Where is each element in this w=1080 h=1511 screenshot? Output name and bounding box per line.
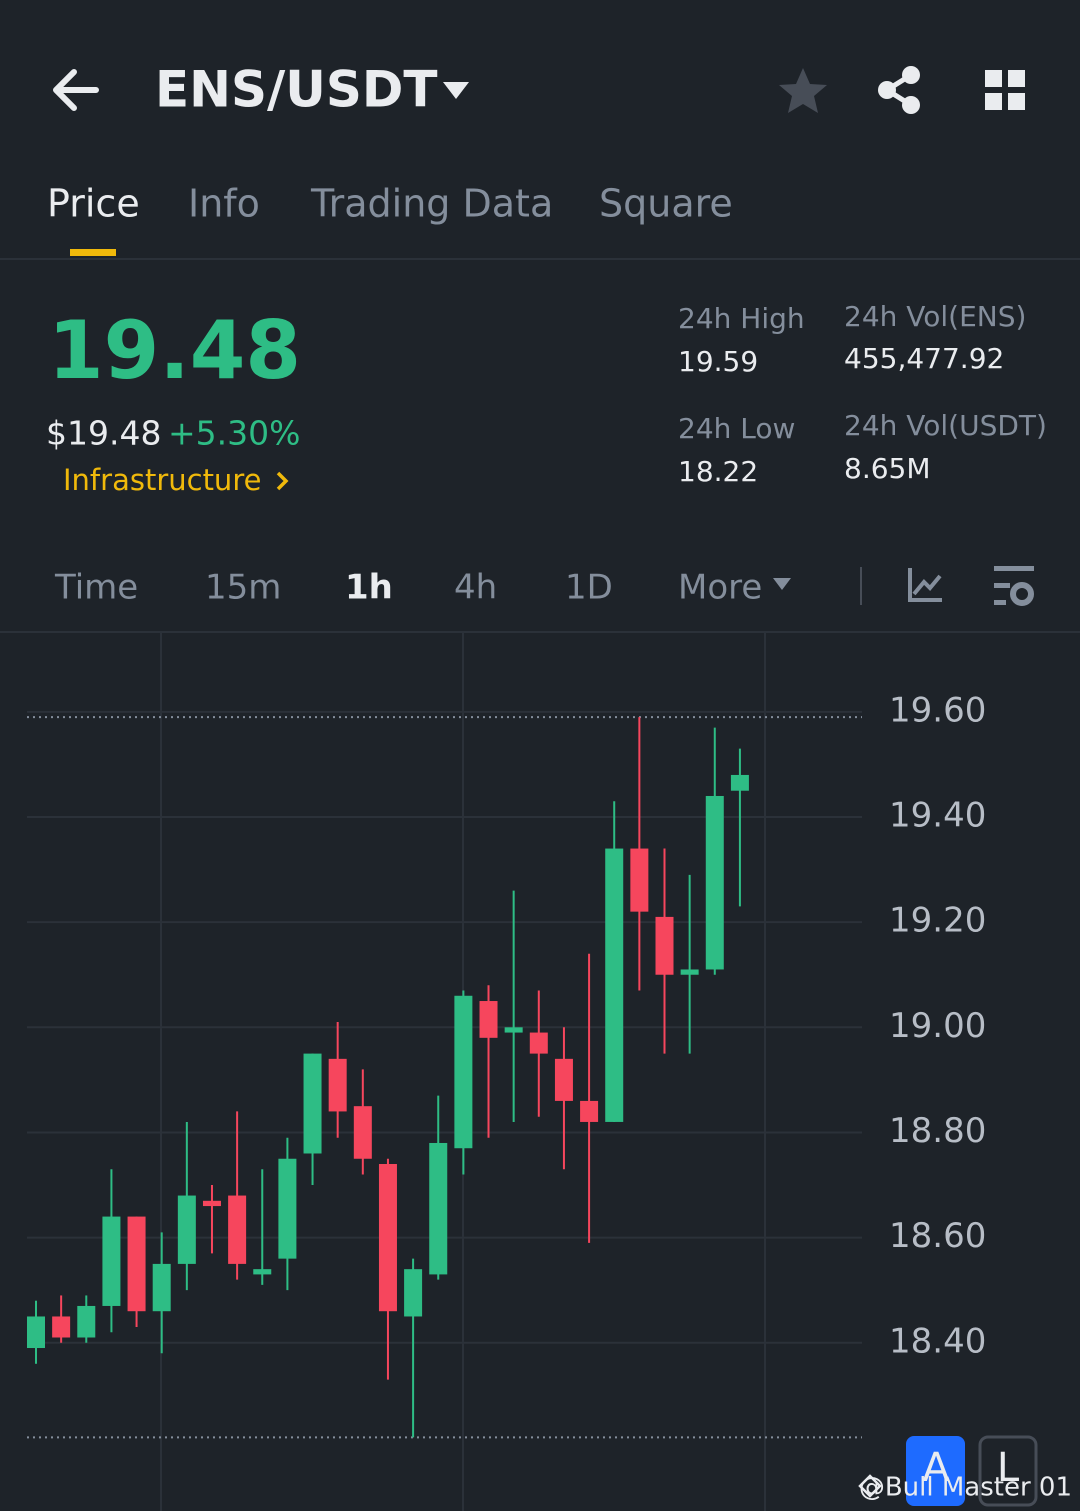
tab[interactable]: Info <box>188 182 260 226</box>
auto-button[interactable] <box>906 1436 965 1506</box>
stat-value: 19.59 <box>678 345 758 378</box>
candle-body <box>580 1100 599 1122</box>
candle-body <box>127 1216 146 1312</box>
stat-value: 18.22 <box>678 455 758 488</box>
settings-line <box>994 583 1010 588</box>
y-tick-label: 18.40 <box>889 1321 986 1361</box>
share-button[interactable] <box>878 66 920 114</box>
log-button[interactable] <box>978 1435 1038 1507</box>
candle-body <box>152 1263 171 1312</box>
candle-chart: 18.40 18.60 18.80 19.00 19.20 19.40 19.60 <box>27 690 986 1439</box>
layout-square <box>1008 93 1025 110</box>
interval[interactable]: 1h <box>345 568 393 608</box>
watermark: @Bull Master 01 <box>859 1473 1072 1503</box>
candle-body <box>705 795 724 970</box>
settings-line <box>994 600 1006 605</box>
candle-body <box>253 1269 272 1275</box>
y-tick-label: 19.60 <box>889 690 986 730</box>
tab[interactable]: Square <box>599 182 733 226</box>
interval[interactable]: 1D <box>565 568 613 608</box>
layout-square <box>985 93 1002 110</box>
candle-body <box>52 1316 71 1338</box>
layout-square <box>985 70 1002 87</box>
candle-body <box>529 1032 548 1054</box>
candle-body <box>27 1316 45 1349</box>
tab-indicator <box>70 249 116 256</box>
back-arrow <box>53 69 99 111</box>
y-tick-label: 19.20 <box>889 901 986 941</box>
stat-value: 8.65M <box>844 452 931 485</box>
candle-body <box>454 995 473 1149</box>
watermark-logo <box>858 1474 882 1498</box>
stat-label: 24h Vol(ENS) <box>844 300 1026 333</box>
stat-value: 455,477.92 <box>844 342 1004 375</box>
log-button-label: L <box>997 1445 1020 1491</box>
indicator-button[interactable] <box>908 568 942 602</box>
stat-label: 24h High <box>678 302 805 335</box>
candle-body <box>228 1195 247 1264</box>
divider <box>0 258 1080 260</box>
stat-label: 24h Vol(USDT) <box>844 409 1047 442</box>
y-tick-label: 18.80 <box>889 1111 986 1151</box>
candle-body <box>102 1216 121 1306</box>
share-lines <box>882 72 913 108</box>
pair-dropdown[interactable] <box>443 82 469 99</box>
pair-title[interactable]: ENS/USDT <box>155 61 438 119</box>
candle-body <box>479 1001 498 1038</box>
y-tick-label: 19.40 <box>889 796 986 836</box>
settings-gear <box>1010 582 1034 606</box>
y-tick-label: 18.60 <box>889 1216 986 1256</box>
favorite-star[interactable] <box>779 68 827 113</box>
interval[interactable]: 4h <box>454 568 497 608</box>
stat-label: 24h Low <box>678 412 795 445</box>
candle-body <box>404 1269 423 1317</box>
auto-button-label: A <box>922 1445 950 1491</box>
time-grid-line <box>160 633 162 1511</box>
interval[interactable]: More <box>678 568 762 608</box>
candle-body <box>328 1058 347 1112</box>
divider <box>0 631 1080 633</box>
candle-body <box>504 1027 523 1033</box>
candle-body <box>630 848 649 912</box>
settings-button[interactable] <box>994 566 1034 606</box>
candle-body <box>680 969 699 975</box>
candle-body <box>353 1106 372 1159</box>
candle-body <box>202 1200 221 1207</box>
tab[interactable]: Price <box>47 182 140 226</box>
interval[interactable]: 15m <box>205 568 281 608</box>
candle-body <box>77 1305 96 1338</box>
back-button[interactable] <box>53 69 99 111</box>
tab[interactable]: Trading Data <box>310 182 553 226</box>
candle-body <box>655 916 674 975</box>
settings-line <box>994 566 1034 571</box>
usd-price: $19.48 <box>46 414 161 453</box>
candle-body <box>730 774 749 791</box>
candle-body <box>177 1195 196 1264</box>
layout-square <box>1008 70 1025 87</box>
last-price: 19.48 <box>48 304 301 397</box>
candle-body <box>605 848 624 1122</box>
candle-body <box>278 1158 297 1259</box>
layout-button[interactable] <box>985 70 1025 110</box>
more-dropdown[interactable] <box>773 578 791 590</box>
candle-body <box>303 1053 322 1154</box>
candle-body <box>429 1142 448 1275</box>
sector-link[interactable]: Infrastructure <box>63 463 261 497</box>
interval[interactable]: Time <box>54 568 138 608</box>
price-change: +5.30% <box>168 414 300 453</box>
sector-chevron <box>276 471 289 491</box>
time-grid-line <box>764 633 766 1511</box>
divider <box>860 567 862 605</box>
y-tick-label: 19.00 <box>889 1006 986 1046</box>
candle-body <box>378 1164 397 1312</box>
candle-body <box>554 1058 573 1101</box>
